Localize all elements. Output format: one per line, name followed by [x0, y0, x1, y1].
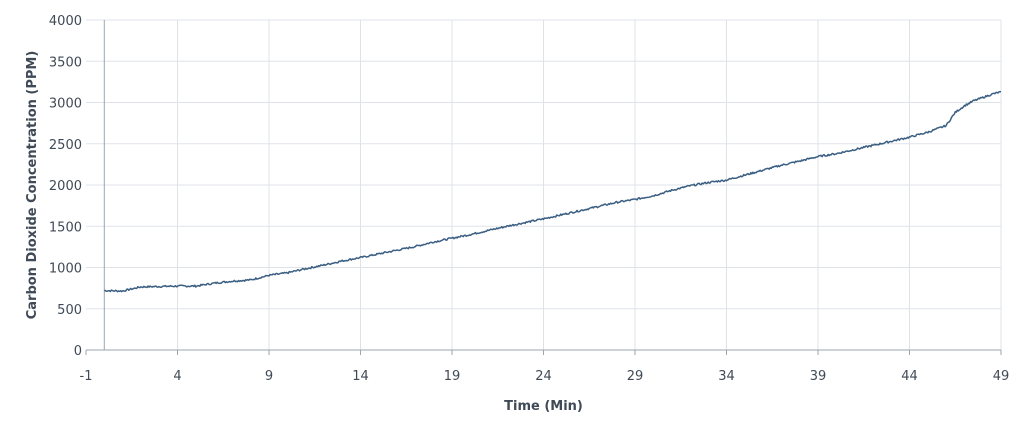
y-tick-label: 1000 [49, 262, 82, 277]
x-tick-label: 34 [718, 369, 735, 384]
x-tick-label: -1 [80, 369, 93, 384]
x-axis-ticks: -1 4 9 14 19 24 29 34 39 44 49 [80, 369, 1010, 384]
series-line-0 [104, 90, 1002, 293]
y-tick-label: 3000 [49, 97, 82, 112]
y-tick-label: 2500 [49, 138, 82, 153]
x-tick-label: 44 [901, 369, 918, 384]
y-axis-ticks: 0 500 1000 1500 2000 2500 3000 3500 4000 [49, 14, 82, 359]
x-tick-label: 4 [173, 369, 181, 384]
y-tick-label: 1500 [49, 220, 82, 235]
y-tick-label: 4000 [49, 14, 82, 29]
series-group [104, 90, 1002, 293]
x-tick-label: 39 [810, 369, 827, 384]
y-tick-label: 3500 [49, 55, 82, 70]
x-tick-label: 24 [535, 369, 552, 384]
x-tick-label: 49 [993, 369, 1010, 384]
x-tick-label: 9 [265, 369, 273, 384]
x-tick-label: 14 [352, 369, 369, 384]
gridlines [85, 19, 1002, 355]
x-axis-title: Time (Min) [504, 399, 583, 414]
x-tick-label: 19 [444, 369, 461, 384]
x-tick-label: 29 [627, 369, 644, 384]
y-axis-title: Carbon Dioxide Concentration (PPM) [25, 51, 40, 320]
y-tick-label: 2000 [49, 179, 82, 194]
y-tick-label: 500 [57, 303, 82, 318]
y-tick-label: 0 [74, 344, 82, 359]
